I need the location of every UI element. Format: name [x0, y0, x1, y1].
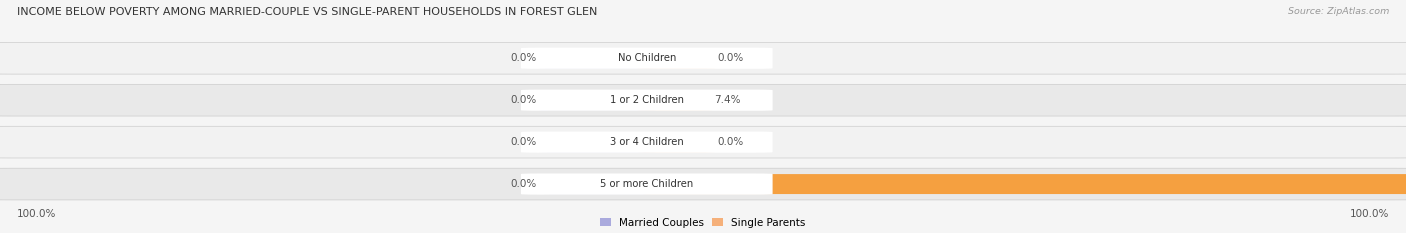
Text: 0.0%: 0.0%	[510, 53, 537, 63]
FancyBboxPatch shape	[537, 48, 658, 68]
Text: 7.4%: 7.4%	[714, 95, 741, 105]
Text: No Children: No Children	[617, 53, 676, 63]
FancyBboxPatch shape	[537, 132, 658, 152]
Text: 0.0%: 0.0%	[717, 137, 744, 147]
Text: 0.0%: 0.0%	[717, 53, 744, 63]
FancyBboxPatch shape	[636, 132, 717, 152]
FancyBboxPatch shape	[636, 48, 717, 68]
Text: 0.0%: 0.0%	[510, 95, 537, 105]
Text: 0.0%: 0.0%	[510, 179, 537, 189]
FancyBboxPatch shape	[0, 126, 1406, 158]
FancyBboxPatch shape	[0, 168, 1406, 200]
FancyBboxPatch shape	[520, 174, 773, 195]
Text: 5 or more Children: 5 or more Children	[600, 179, 693, 189]
FancyBboxPatch shape	[520, 132, 773, 153]
FancyBboxPatch shape	[0, 84, 1406, 116]
FancyBboxPatch shape	[537, 90, 658, 110]
FancyBboxPatch shape	[0, 42, 1406, 74]
Text: 3 or 4 Children: 3 or 4 Children	[610, 137, 683, 147]
Text: 0.0%: 0.0%	[510, 137, 537, 147]
Text: Source: ZipAtlas.com: Source: ZipAtlas.com	[1288, 7, 1389, 16]
FancyBboxPatch shape	[520, 90, 773, 111]
FancyBboxPatch shape	[636, 174, 1406, 194]
Text: 100.0%: 100.0%	[1350, 209, 1389, 219]
FancyBboxPatch shape	[520, 48, 773, 69]
Text: 1 or 2 Children: 1 or 2 Children	[610, 95, 683, 105]
FancyBboxPatch shape	[636, 90, 714, 110]
FancyBboxPatch shape	[537, 174, 658, 194]
Text: INCOME BELOW POVERTY AMONG MARRIED-COUPLE VS SINGLE-PARENT HOUSEHOLDS IN FOREST : INCOME BELOW POVERTY AMONG MARRIED-COUPL…	[17, 7, 598, 17]
Text: 100.0%: 100.0%	[17, 209, 56, 219]
Legend: Married Couples, Single Parents: Married Couples, Single Parents	[600, 218, 806, 228]
